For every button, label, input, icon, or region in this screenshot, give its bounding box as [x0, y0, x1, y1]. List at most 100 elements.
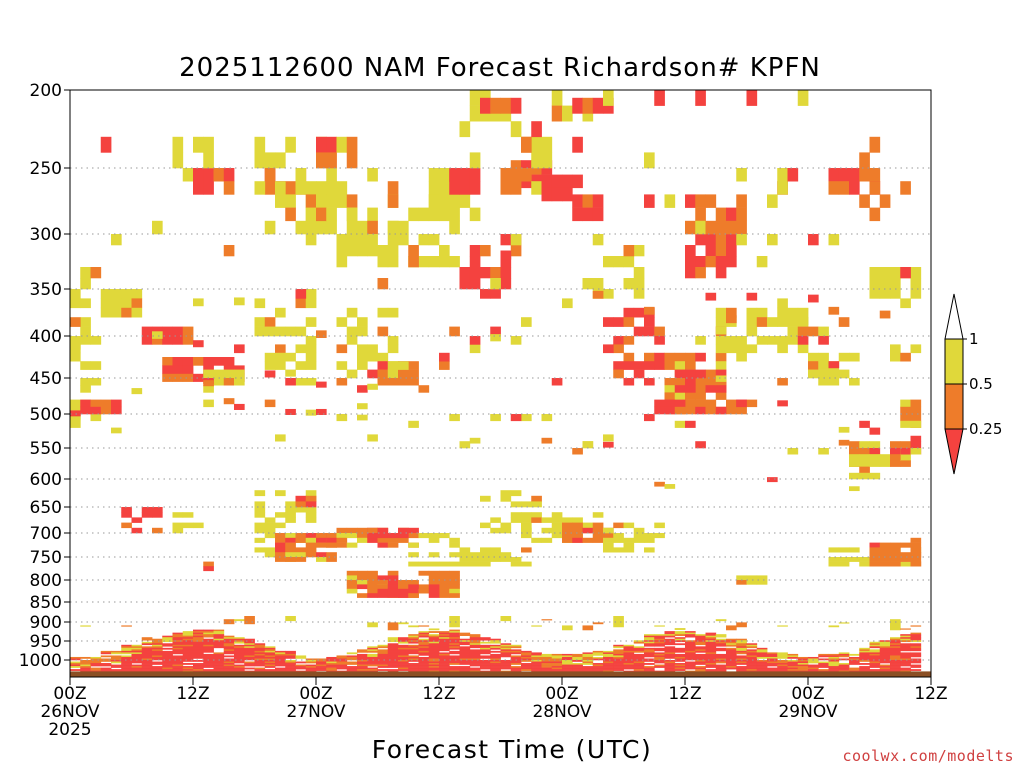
ri-cell-orange — [203, 631, 214, 633]
ri-cell-yellow — [295, 344, 307, 354]
ri-cell-yellow — [305, 517, 317, 523]
ri-cell-red — [695, 653, 706, 656]
ri-cell-orange — [695, 660, 706, 662]
legend-arrow-bottom — [944, 428, 964, 475]
ri-cell-orange — [685, 399, 696, 408]
ri-cell-orange — [521, 168, 532, 182]
ri-cell-orange — [316, 152, 327, 169]
ri-cell-red — [480, 652, 491, 655]
ri-cell-red — [203, 669, 214, 671]
ri-cell-red — [521, 667, 532, 670]
ri-cell-orange — [705, 194, 717, 208]
ri-cell-red — [746, 658, 758, 661]
ri-cell-yellow — [357, 352, 368, 362]
ri-cell-orange — [592, 622, 604, 625]
ri-cell-yellow — [746, 317, 758, 327]
ri-cell-red — [644, 361, 655, 370]
ri-cell-orange — [572, 533, 583, 539]
ri-cell-red — [398, 646, 409, 649]
ri-cell-orange — [377, 580, 389, 585]
x-tick-label: 29NOV — [778, 702, 837, 722]
ri-cell-red — [469, 256, 481, 268]
ri-cell-yellow — [111, 234, 122, 246]
ri-cell-red — [726, 234, 737, 246]
ri-cell-red — [193, 632, 204, 635]
ri-cell-red — [459, 650, 471, 653]
ri-cell-red — [633, 369, 645, 379]
ri-cell-red — [449, 650, 460, 653]
ri-cell-yellow — [879, 454, 891, 461]
ri-cell-red — [398, 644, 409, 647]
ri-cell-yellow — [623, 537, 635, 543]
ri-cell-red — [131, 656, 143, 659]
ri-cell-red — [808, 666, 819, 668]
ri-cell-yellow — [838, 557, 850, 562]
ri-cell-red — [787, 168, 799, 182]
ri-cell-yellow — [357, 537, 368, 543]
ri-cell-red — [705, 644, 717, 647]
ri-cell-red — [469, 181, 481, 195]
ri-cell-orange — [141, 637, 153, 640]
ri-cell-yellow — [346, 220, 358, 235]
ri-cell-yellow — [367, 168, 378, 182]
ri-cell-red — [459, 267, 471, 279]
ri-cell-red — [285, 655, 296, 658]
ri-cell-orange — [592, 533, 604, 539]
ri-cell-red — [715, 647, 727, 650]
ri-cell-red — [193, 646, 204, 649]
ri-cell-orange — [705, 256, 717, 268]
ri-cell-yellow — [275, 361, 286, 370]
y-tick-label: 700 — [30, 524, 62, 544]
ri-cell-red — [121, 658, 132, 661]
ri-cell-orange — [254, 667, 266, 670]
ri-cell-orange — [869, 557, 881, 562]
ri-cell-yellow — [70, 414, 81, 420]
ri-cell-red — [203, 658, 214, 661]
ri-cell-red — [664, 649, 676, 652]
ri-cell-yellow — [449, 631, 460, 633]
ri-cell-red — [172, 632, 184, 635]
ri-cell-red — [346, 669, 358, 671]
ri-cell-red — [377, 593, 389, 598]
ri-cell-red — [562, 669, 573, 671]
ri-cell-red — [500, 649, 512, 652]
ri-cell-red — [623, 658, 635, 661]
ri-cell-orange — [890, 561, 901, 567]
ri-cell-red — [695, 234, 706, 246]
ri-cell-red — [490, 667, 501, 670]
ri-cell-yellow — [633, 640, 645, 643]
ri-cell-red — [408, 646, 419, 649]
ri-cell-red — [141, 650, 153, 653]
ri-cell-red — [592, 194, 604, 208]
ri-cell-red — [459, 643, 471, 646]
ri-cell-yellow — [613, 256, 624, 268]
ri-cell-yellow — [664, 385, 676, 393]
ri-cell-orange — [305, 542, 317, 548]
ri-cell-yellow — [551, 90, 563, 106]
ri-cell-yellow — [295, 361, 307, 370]
ri-cell-yellow — [869, 472, 881, 480]
ri-cell-orange — [797, 656, 809, 659]
ri-cell-orange — [674, 406, 686, 415]
ri-cell-red — [695, 406, 706, 415]
ri-cell-red — [141, 647, 153, 650]
ri-cell-orange — [910, 414, 922, 422]
ri-cell-yellow — [305, 289, 317, 299]
y-tick-label: 400 — [30, 327, 62, 347]
ri-cell-red — [408, 649, 419, 652]
ri-cell-red — [459, 652, 471, 655]
ri-cell-red — [797, 664, 809, 667]
ri-cell-red — [316, 667, 327, 670]
ri-cell-red — [756, 664, 768, 667]
ri-cell-red — [418, 635, 430, 638]
ri-cell-yellow — [777, 181, 788, 195]
ri-cell-yellow — [275, 181, 286, 195]
ri-cell-red — [193, 653, 204, 656]
ri-cell-red — [223, 640, 235, 643]
ri-cell-red — [305, 533, 317, 539]
ri-cell-yellow — [910, 420, 922, 428]
ri-cell-red — [254, 664, 266, 667]
ri-cell-orange — [336, 656, 348, 659]
ri-cell-red — [705, 650, 717, 653]
ri-cell-yellow — [828, 547, 840, 553]
